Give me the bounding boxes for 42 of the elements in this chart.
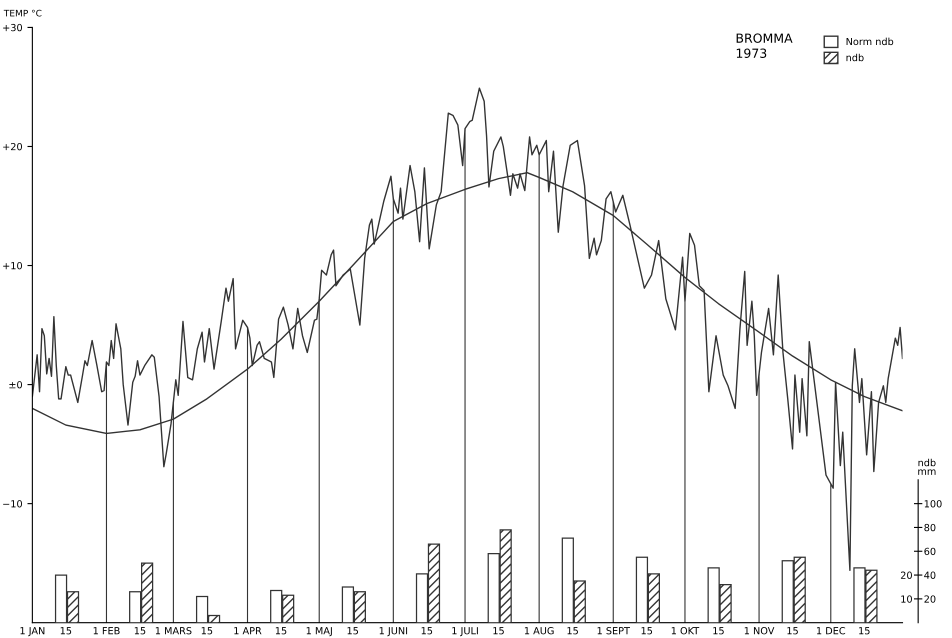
y2-tick-label: 100 <box>924 500 942 508</box>
x-tick-label: 15 <box>713 627 724 634</box>
chart-title: BROMMA <box>736 33 793 43</box>
y-tick-label: −10 <box>3 500 22 508</box>
y-tick-label: +20 <box>3 142 22 150</box>
x-tick-label: 1 NOV <box>744 627 774 634</box>
y3-tick-label: 10 <box>901 595 912 603</box>
y-tick-label: +30 <box>3 24 22 32</box>
y-axis-title: TEMP °C <box>4 10 42 17</box>
x-tick-label: 15 <box>276 627 286 634</box>
x-tick-label: 15 <box>567 627 578 634</box>
x-tick-label: 1 DEC <box>817 627 846 634</box>
x-tick-label: 1 SEPT <box>598 627 630 634</box>
y3-tick-label: 20 <box>900 572 912 579</box>
y2-tick-label: 20 <box>924 595 936 603</box>
x-tick-label: 1 JUNI <box>380 627 408 636</box>
x-tick-label: 1 AUG <box>524 627 554 634</box>
x-tick-label: 1 APR <box>234 627 262 634</box>
x-tick-label: 15 <box>787 627 798 634</box>
legend-label: Norm ndb <box>846 38 894 46</box>
x-tick-label: 1 MAJ <box>306 627 332 636</box>
text: 1973 <box>736 48 766 58</box>
x-tick-label: 1 JAN <box>20 627 44 636</box>
legend-label: ndb <box>846 54 864 62</box>
x-tick-label: 15 <box>348 627 358 634</box>
x-tick-label: 15 <box>60 627 72 634</box>
x-tick-label: 15 <box>134 627 146 634</box>
y-tick-label: ±0 <box>9 381 22 388</box>
x-tick-label: 15 <box>422 627 432 634</box>
y2-tick-label: 60 <box>924 548 936 556</box>
x-tick-label: 1 MARS <box>156 627 192 634</box>
x-tick-label: 15 <box>202 627 212 634</box>
x-tick-label: 15 <box>642 627 652 634</box>
y2-tick-label: 80 <box>924 524 936 532</box>
y-tick-label: +10 <box>3 262 22 270</box>
x-tick-label: 1 FEB <box>94 627 120 634</box>
y2-axis-title: ndb mm <box>918 458 936 475</box>
y2-tick-label: 40 <box>924 572 936 579</box>
x-tick-label: 1 OKT <box>672 627 700 634</box>
x-tick-label: 15 <box>493 627 504 634</box>
x-tick-label: 15 <box>859 627 870 634</box>
x-tick-label: 1 JULI <box>452 627 478 636</box>
